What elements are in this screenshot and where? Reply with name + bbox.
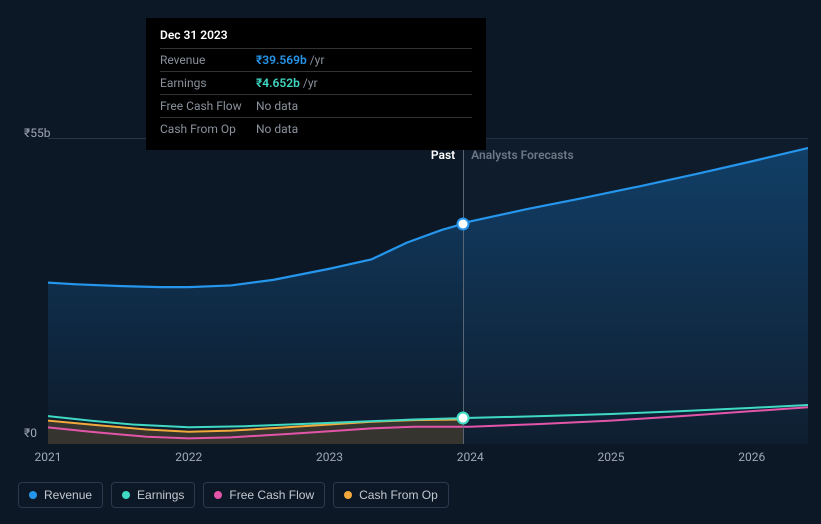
x-axis-tick-label: 2025	[597, 450, 624, 464]
legend-label: Revenue	[44, 488, 92, 502]
tooltip-row-value: ₹39.569b/yr	[256, 53, 324, 67]
legend-dot-icon	[344, 491, 352, 499]
legend-item[interactable]: Earnings	[111, 482, 195, 508]
x-axis-tick-label: 2021	[35, 450, 62, 464]
legend-dot-icon	[214, 491, 222, 499]
tooltip-row: Revenue₹39.569b/yr	[160, 48, 472, 71]
tooltip-row: Cash From OpNo data	[160, 117, 472, 140]
legend-item[interactable]: Revenue	[18, 482, 103, 508]
hover-hairline	[463, 138, 464, 444]
tooltip-row-label: Earnings	[160, 76, 256, 90]
x-axis-labels: 202120222023202420252026	[48, 450, 808, 468]
tooltip-row-label: Revenue	[160, 53, 256, 67]
hover-marker	[459, 414, 468, 423]
tooltip-row-value: No data	[256, 122, 298, 136]
legend-dot-icon	[122, 491, 130, 499]
legend-item[interactable]: Free Cash Flow	[203, 482, 325, 508]
hover-marker	[459, 219, 468, 228]
tooltip-date: Dec 31 2023	[160, 28, 472, 42]
legend-label: Free Cash Flow	[229, 488, 314, 502]
chart-container: Dec 31 2023 Revenue₹39.569b/yrEarnings₹4…	[18, 18, 804, 498]
hover-tooltip: Dec 31 2023 Revenue₹39.569b/yrEarnings₹4…	[146, 18, 486, 150]
tooltip-row-label: Cash From Op	[160, 122, 256, 136]
chart-legend: Revenue Earnings Free Cash Flow Cash From O…	[18, 482, 449, 508]
tooltip-row-value: ₹4.652b/yr	[256, 76, 318, 90]
section-label-forecast: Analysts Forecasts	[471, 148, 573, 162]
tooltip-row-value: No data	[256, 99, 298, 113]
tooltip-row-label: Free Cash Flow	[160, 99, 256, 113]
tooltip-row: Earnings₹4.652b/yr	[160, 71, 472, 94]
x-axis-tick-label: 2024	[457, 450, 484, 464]
legend-dot-icon	[29, 491, 37, 499]
legend-label: Cash From Op	[359, 488, 438, 502]
x-axis-tick-label: 2023	[316, 450, 343, 464]
section-label-past: Past	[431, 148, 455, 162]
tooltip-row: Free Cash FlowNo data	[160, 94, 472, 117]
legend-item[interactable]: Cash From Op	[333, 482, 449, 508]
chart-plot-area[interactable]: Past Analysts Forecasts	[48, 138, 808, 444]
y-axis-zero-label: ₹0	[24, 426, 37, 440]
chart-svg	[48, 138, 808, 444]
y-axis-max-label: ₹55b	[24, 126, 50, 140]
legend-label: Earnings	[137, 488, 184, 502]
x-axis-tick-label: 2026	[738, 450, 765, 464]
x-axis-tick-label: 2022	[175, 450, 202, 464]
